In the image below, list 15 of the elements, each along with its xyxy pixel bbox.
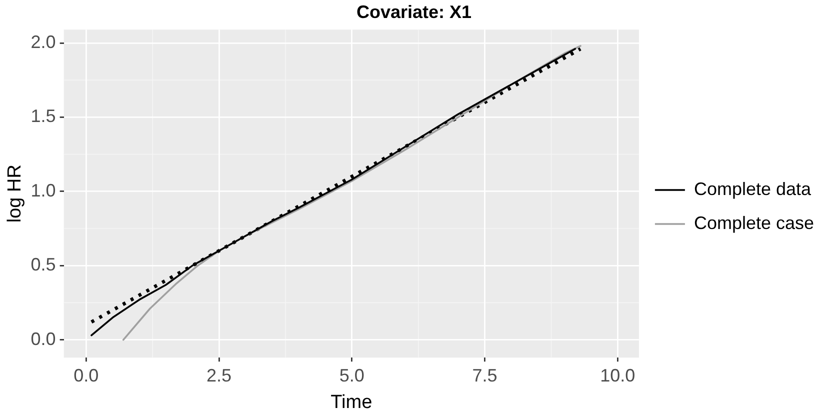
- x-tick-label: 5.0: [339, 365, 364, 386]
- y-tick-label: 2.0: [30, 32, 56, 52]
- chart-title: Covariate: X1: [356, 2, 472, 22]
- y-tick-label: 1.5: [30, 106, 56, 126]
- legend-label: Complete case: [694, 212, 814, 233]
- legend-label: Complete data: [694, 178, 812, 199]
- x-tick-label: 7.5: [472, 365, 498, 386]
- x-tick-label: 10.0: [600, 365, 636, 386]
- y-tick-label: 0.0: [30, 328, 56, 349]
- x-axis-title: Time: [330, 392, 372, 413]
- x-tick-label: 0.0: [74, 365, 99, 386]
- y-tick-label: 1.0: [30, 180, 56, 200]
- x-tick-label: 2.5: [206, 365, 232, 386]
- y-tick-label: 0.5: [30, 254, 56, 275]
- y-axis-title: log HR: [4, 164, 26, 223]
